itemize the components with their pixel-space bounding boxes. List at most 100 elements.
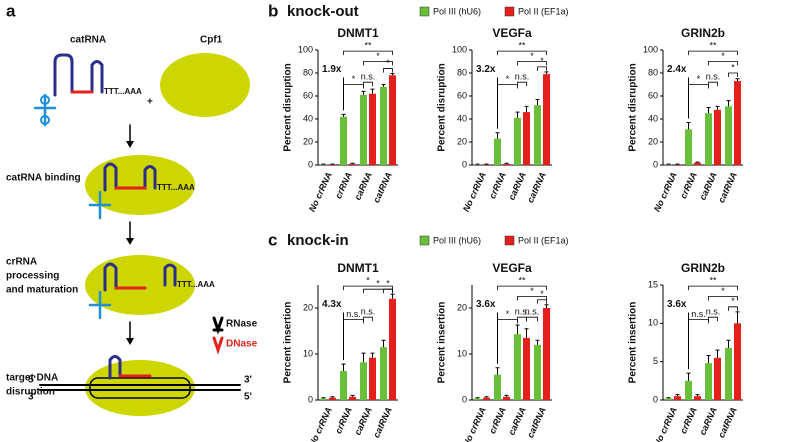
error-bar (735, 311, 740, 324)
x-tick-label: catRNA (525, 406, 548, 440)
diagram: a catRNA Cpf1 TTT...AAA + TTT...AAA catR… (6, 1, 258, 416)
significance-bracket (517, 61, 547, 66)
bar (503, 396, 510, 400)
y-tick-label: 20 (303, 302, 313, 312)
y-tick-label: 0 (462, 394, 467, 404)
diagram-label: 5' (244, 392, 252, 403)
x-tick-label: No crRNA (652, 171, 679, 214)
diagram-label: TTT...AAA (177, 280, 215, 289)
y-tick-label: 100 (452, 44, 467, 54)
significance-label: * (697, 74, 701, 84)
significance-label: * (506, 74, 510, 84)
error-bar (715, 349, 720, 358)
significance-bracket (708, 296, 738, 301)
significance-bracket (688, 285, 738, 291)
bar (534, 344, 541, 400)
cpf1 (85, 255, 195, 315)
significance-label: * (731, 296, 735, 306)
bar (685, 380, 692, 400)
error-bar (686, 121, 691, 130)
bar (329, 164, 336, 165)
diagram-label: + (147, 97, 153, 108)
bar (340, 371, 347, 400)
error-bar (675, 394, 680, 397)
y-tick-label: 100 (298, 44, 313, 54)
bar (380, 86, 387, 165)
error-bar (361, 352, 366, 363)
x-tick-label: catRNA (371, 171, 394, 205)
error-bar (484, 396, 489, 398)
significance-label: * (366, 276, 370, 286)
y-tick-label: 5 (653, 356, 658, 366)
error-bar (381, 339, 386, 348)
x-tick-label: crRNA (487, 171, 508, 201)
y-tick-label: 0 (653, 394, 658, 404)
significance-bracket (497, 285, 547, 291)
chart-title: VEGFa (492, 261, 532, 275)
error-bar (504, 394, 509, 397)
bar (380, 347, 387, 400)
x-tick-label: catRNA (525, 171, 548, 205)
significance-bracket (383, 68, 393, 73)
significance-label: n.s. (706, 307, 721, 317)
significance-label: * (731, 62, 735, 72)
bar (340, 116, 347, 165)
significance-bracket (728, 306, 738, 311)
x-tick-label: No crRNA (307, 406, 334, 442)
bar (369, 93, 376, 165)
bar (474, 398, 481, 400)
panel-label: a (6, 1, 16, 20)
error-bar (666, 397, 671, 399)
error-bar (390, 293, 395, 299)
diagram-label: 5' (28, 375, 36, 386)
y-tick-label: 40 (457, 113, 467, 123)
cpf1 (160, 53, 250, 117)
x-tick-label: catRNA (716, 406, 739, 440)
bar (503, 163, 510, 165)
panel-label: c (268, 230, 277, 249)
bar (734, 323, 741, 400)
error-bar (330, 396, 335, 398)
bar (694, 162, 701, 165)
error-bar (706, 107, 711, 114)
diagram-label: disruption (6, 387, 55, 398)
rna (103, 262, 147, 292)
significance-bracket (708, 81, 718, 87)
significance-bracket (343, 84, 364, 89)
significance-label: n.s. (691, 309, 706, 319)
bar (389, 298, 396, 400)
significance-label: n.s. (361, 72, 376, 82)
error-bar (695, 394, 700, 397)
significance-label: * (721, 286, 725, 296)
x-tick-label: No crRNA (461, 406, 488, 442)
bar (705, 363, 712, 400)
error-bar (535, 98, 540, 106)
diagram-label: 3' (244, 375, 252, 386)
diagram-label: target DNA (6, 373, 58, 384)
bar (474, 164, 481, 165)
panel-title: knock-out (287, 3, 359, 20)
chart-title: DNMT1 (337, 26, 379, 40)
bar (483, 397, 490, 400)
significance-label: n.s. (346, 309, 361, 319)
bar (349, 396, 356, 400)
bar (665, 398, 672, 400)
y-tick-label: 80 (303, 67, 313, 77)
x-tick-label: caRNA (697, 171, 719, 202)
y-tick-label: 80 (648, 67, 658, 77)
error-bar (515, 324, 520, 335)
x-tick-label: No crRNA (461, 171, 488, 214)
y-tick-label: 0 (653, 159, 658, 169)
error-bar (535, 339, 540, 345)
error-bar (341, 113, 346, 117)
error-bar (361, 90, 366, 95)
y-tick-label: 80 (457, 67, 467, 77)
chart-title: DNMT1 (337, 261, 379, 275)
y-tick-label: 10 (303, 348, 313, 358)
fold-label: 4.3x (322, 299, 342, 310)
y-tick-label: 10 (457, 348, 467, 358)
bar (320, 164, 327, 165)
bar (725, 347, 732, 400)
y-tick-label: 40 (303, 113, 313, 123)
